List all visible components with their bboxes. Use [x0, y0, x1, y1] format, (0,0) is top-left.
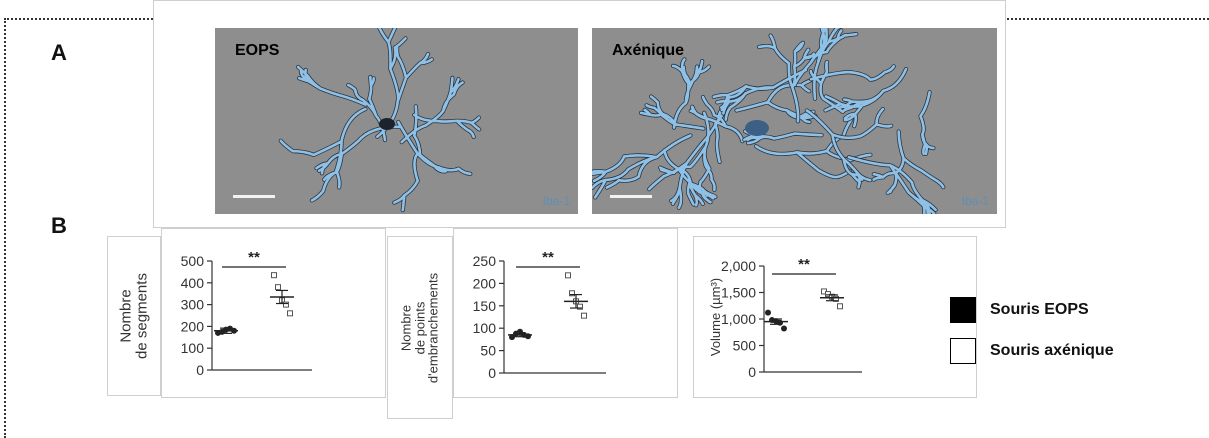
significance-label: ** — [542, 249, 554, 266]
data-point-axenic — [271, 272, 277, 279]
microglia-cell-eops — [278, 28, 482, 213]
ylabel-segments: Nombre de segments — [117, 273, 150, 359]
panel-label-b: B — [51, 213, 67, 238]
y-tick-label: 400 — [181, 275, 205, 291]
chart-segments: 0 100 200 300 400 500 ** — [161, 228, 386, 398]
micrograph-axenic: Axénique Iba-1 — [592, 28, 997, 214]
significance-label: ** — [248, 249, 260, 266]
data-point-axenic — [577, 303, 583, 310]
y-tick-label: 100 — [181, 340, 205, 356]
y-tick-label: 50 — [480, 343, 496, 359]
data-point-axenic — [837, 303, 843, 310]
y-tick-label: 500 — [733, 338, 757, 354]
y-tick-label: 1,500 — [721, 285, 756, 301]
y-tick-label: 250 — [473, 253, 497, 269]
microglia-cell-axenic — [592, 28, 946, 214]
ylabel-box-branch-points: Nombre de points d'embranchements — [387, 236, 453, 419]
data-point-axenic — [833, 295, 839, 302]
scale-bar — [610, 195, 652, 198]
y-tick-label: 500 — [181, 253, 205, 269]
micrograph-title: Axénique — [612, 42, 685, 59]
panel-label-a: A — [51, 40, 67, 65]
y-tick-label: 0 — [196, 362, 204, 378]
y-tick-label: 0 — [748, 364, 756, 380]
y-tick-label: 200 — [473, 275, 497, 291]
legend-label-eops: Souris EOPS — [990, 301, 1089, 318]
scale-bar — [233, 195, 275, 198]
y-tick-label: 2,000 — [721, 258, 756, 274]
significance-label: ** — [798, 256, 810, 273]
data-point-axenic — [275, 284, 281, 291]
stain-label: Iba-1 — [542, 194, 570, 208]
chart-branch-points: 0 50 100 150 200 250 ** — [453, 228, 678, 398]
y-tick-label: 200 — [181, 318, 205, 334]
data-point-axenic — [581, 312, 587, 319]
ylabel-branch-points: Nombre de points d'embranchements — [398, 272, 441, 383]
data-point-axenic — [283, 301, 289, 308]
legend-swatch-axenic — [950, 338, 976, 364]
ylabel-box-segments: Nombre de segments — [107, 236, 161, 396]
y-tick-label: 1,000 — [721, 311, 756, 327]
data-point-axenic — [287, 310, 293, 317]
y-tick-label: 100 — [473, 320, 497, 336]
chart-branch-points-plot: 0 50 100 150 200 250 ** — [473, 249, 606, 381]
data-point-eops — [765, 309, 771, 316]
data-point-eops — [781, 325, 787, 332]
micrograph-frame: EOPS Iba-1 Axénique Iba-1 — [153, 0, 1006, 228]
chart-volume: Volume (µm³) 0 500 1,000 1,500 2,000 ** — [693, 236, 977, 398]
data-point-axenic — [565, 272, 571, 279]
stain-label: Iba-1 — [961, 194, 989, 208]
legend-swatch-eops — [950, 297, 976, 323]
data-point-axenic — [569, 290, 575, 297]
micrograph-eops: EOPS Iba-1 — [215, 28, 578, 214]
legend-label-axenic: Souris axénique — [990, 342, 1114, 359]
y-tick-label: 150 — [473, 298, 497, 314]
chart-segments-plot: 0 100 200 300 400 500 ** — [181, 249, 312, 378]
y-tick-label: 0 — [488, 365, 496, 381]
y-tick-label: 300 — [181, 297, 205, 313]
chart-volume-plot: 0 500 1,000 1,500 2,000 ** — [721, 256, 862, 380]
micrograph-title: EOPS — [235, 42, 280, 59]
